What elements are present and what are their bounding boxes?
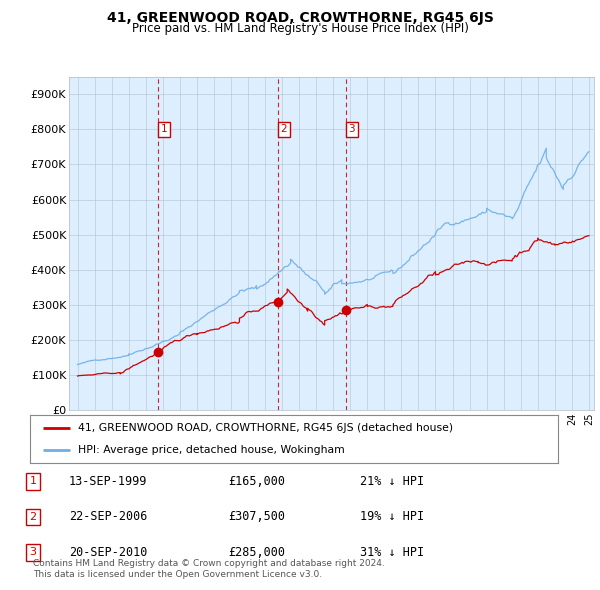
Text: £165,000: £165,000 [228,475,285,488]
Text: 21% ↓ HPI: 21% ↓ HPI [360,475,424,488]
Text: HPI: Average price, detached house, Wokingham: HPI: Average price, detached house, Woki… [77,445,344,455]
Text: 13-SEP-1999: 13-SEP-1999 [69,475,148,488]
Text: Contains HM Land Registry data © Crown copyright and database right 2024.
This d: Contains HM Land Registry data © Crown c… [33,559,385,579]
Text: £285,000: £285,000 [228,546,285,559]
Text: 41, GREENWOOD ROAD, CROWTHORNE, RG45 6JS (detached house): 41, GREENWOOD ROAD, CROWTHORNE, RG45 6JS… [77,423,452,433]
Text: 19% ↓ HPI: 19% ↓ HPI [360,510,424,523]
Text: 3: 3 [349,124,355,135]
Text: 20-SEP-2010: 20-SEP-2010 [69,546,148,559]
Text: Price paid vs. HM Land Registry's House Price Index (HPI): Price paid vs. HM Land Registry's House … [131,22,469,35]
Text: £307,500: £307,500 [228,510,285,523]
Text: 22-SEP-2006: 22-SEP-2006 [69,510,148,523]
Text: 1: 1 [29,477,37,486]
Text: 3: 3 [29,548,37,557]
Text: 2: 2 [280,124,287,135]
Text: 1: 1 [161,124,167,135]
Text: 2: 2 [29,512,37,522]
Text: 41, GREENWOOD ROAD, CROWTHORNE, RG45 6JS: 41, GREENWOOD ROAD, CROWTHORNE, RG45 6JS [107,11,493,25]
Text: 31% ↓ HPI: 31% ↓ HPI [360,546,424,559]
